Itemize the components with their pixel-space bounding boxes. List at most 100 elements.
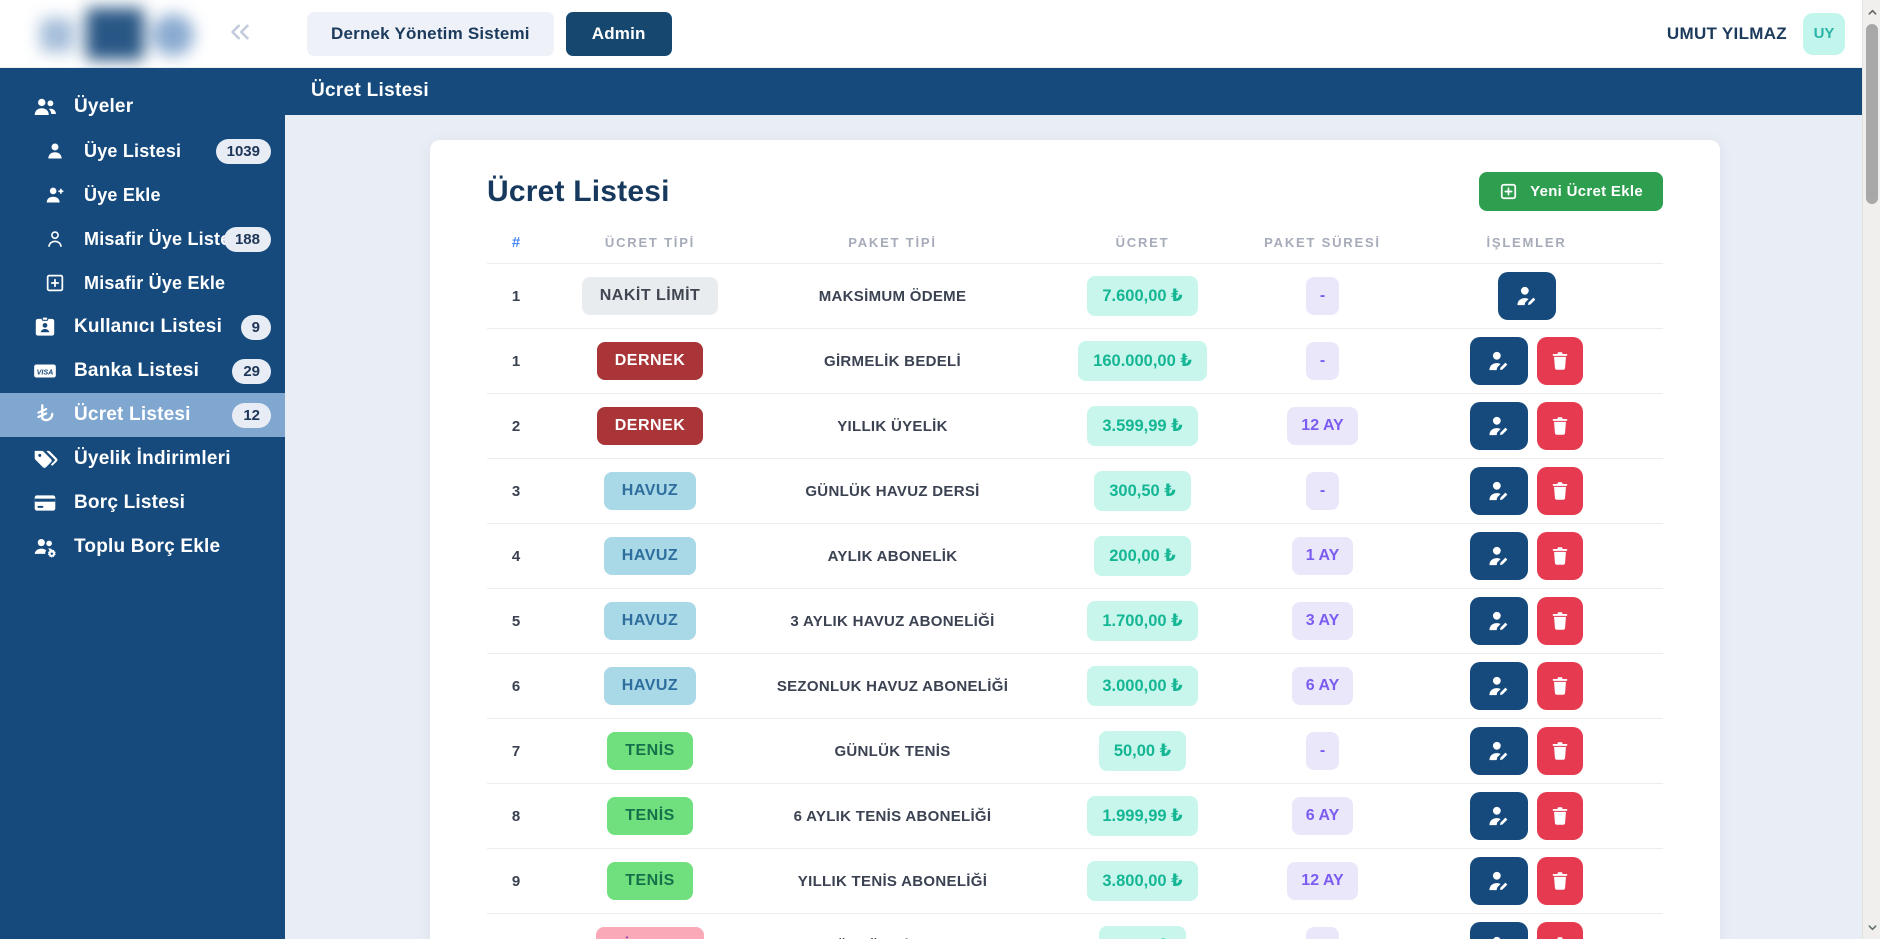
fee-type-badge: DERNEK xyxy=(596,407,704,445)
fee-list-card: Ücret Listesi Yeni Ücret Ekle # ÜCRET Tİ… xyxy=(430,140,1720,939)
row-number: 8 xyxy=(511,807,521,825)
trash-icon xyxy=(1549,740,1571,762)
add-fee-button-label: Yeni Ücret Ekle xyxy=(1530,183,1643,200)
edit-button[interactable] xyxy=(1470,597,1528,645)
table-row: 9 TENİS YILLIK TENİS ABONELİĞİ 3.800,00 … xyxy=(487,848,1663,913)
count-badge: 188 xyxy=(223,226,271,252)
trash-icon xyxy=(1549,545,1571,567)
edit-button[interactable] xyxy=(1470,922,1528,939)
delete-button[interactable] xyxy=(1537,727,1583,775)
table-row: 1 NAKİT LİMİT MAKSİMUM ÖDEME 7.600,00 ₺ … xyxy=(487,263,1663,328)
sidebar-item-ucret-listesi[interactable]: Ücret Listesi 12 xyxy=(0,393,285,437)
sidebar-item-toplu-borc-ekle[interactable]: Toplu Borç Ekle xyxy=(0,525,285,569)
app-title-button[interactable]: Dernek Yönetim Sistemi xyxy=(307,11,554,56)
sidebar-item-uyelik-indirimleri[interactable]: Üyelik İndirimleri xyxy=(0,437,285,481)
vertical-scrollbar[interactable] xyxy=(1862,0,1880,939)
sidebar-item-misafir-uye-listesi[interactable]: Misafir Üye Listesi 188 xyxy=(0,217,285,261)
table-body: 1 NAKİT LİMİT MAKSİMUM ÖDEME 7.600,00 ₺ … xyxy=(487,263,1663,939)
user-pen-icon xyxy=(1486,738,1512,764)
row-number: 3 xyxy=(511,482,521,500)
sidebar-item-label: Misafir Üye Ekle xyxy=(84,272,226,293)
count-badge: 1039 xyxy=(215,138,271,164)
users-icon xyxy=(32,94,58,120)
trash-icon xyxy=(1549,870,1571,892)
package-type: AYLIK ABONELİK xyxy=(827,547,958,565)
avatar[interactable]: UY xyxy=(1803,12,1845,55)
row-number: 1 xyxy=(511,287,521,305)
delete-button[interactable] xyxy=(1537,857,1583,905)
delete-button[interactable] xyxy=(1537,467,1583,515)
delete-button[interactable] xyxy=(1537,922,1583,939)
price-badge: 1.700,00 ₺ xyxy=(1087,601,1198,641)
scrollbar-up-icon[interactable] xyxy=(1863,4,1880,20)
trash-icon xyxy=(1549,675,1571,697)
edit-button[interactable] xyxy=(1470,792,1528,840)
duration-badge: - xyxy=(1305,342,1340,380)
sidebar-item-label: Üye Listesi xyxy=(84,140,182,161)
row-number: 2 xyxy=(511,417,521,435)
edit-button[interactable] xyxy=(1470,532,1528,580)
price-badge: 160.000,00 ₺ xyxy=(1078,341,1207,381)
package-type: GİRMELİK BEDELİ xyxy=(823,352,961,370)
row-number: 5 xyxy=(511,612,521,630)
breadcrumb-bar: Ücret Listesi xyxy=(285,67,1862,115)
trash-icon xyxy=(1549,480,1571,502)
sidebar-item-uyeler[interactable]: Üyeler xyxy=(0,85,285,129)
plus-square-icon xyxy=(44,272,66,294)
users-gear-icon xyxy=(32,534,58,560)
user-name: UMUT YILMAZ xyxy=(1666,23,1787,43)
scrollbar-down-icon[interactable] xyxy=(1863,919,1880,935)
sidebar-item-uye-ekle[interactable]: Üye Ekle xyxy=(0,173,285,217)
count-badge: 9 xyxy=(240,314,271,340)
edit-button[interactable] xyxy=(1470,662,1528,710)
sidebar-item-label: Misafir Üye Listesi xyxy=(84,228,246,249)
fee-type-badge: HAVUZ xyxy=(603,667,697,705)
fee-type-badge: HAVUZ xyxy=(603,602,697,640)
package-type: YILLIK ÜYELİK xyxy=(837,417,948,435)
delete-button[interactable] xyxy=(1537,792,1583,840)
credit-card-icon xyxy=(32,490,58,516)
edit-button[interactable] xyxy=(1470,727,1528,775)
delete-button[interactable] xyxy=(1537,662,1583,710)
edit-button[interactable] xyxy=(1470,337,1528,385)
price-badge: 7.600,00 ₺ xyxy=(1087,276,1198,316)
scrollbar-thumb[interactable] xyxy=(1866,24,1878,204)
user-pen-icon xyxy=(1486,543,1512,569)
duration-badge: - xyxy=(1305,277,1340,315)
user-pen-icon xyxy=(1486,868,1512,894)
add-fee-button[interactable]: Yeni Ücret Ekle xyxy=(1479,172,1663,211)
delete-button[interactable] xyxy=(1537,402,1583,450)
edit-button[interactable] xyxy=(1470,467,1528,515)
trash-icon xyxy=(1549,415,1571,437)
user-pen-icon xyxy=(1486,803,1512,829)
sidebar-collapse-button[interactable] xyxy=(223,17,257,51)
sidebar-item-uye-listesi[interactable]: Üye Listesi 1039 xyxy=(0,129,285,173)
delete-button[interactable] xyxy=(1537,597,1583,645)
sidebar-item-label: Kullanıcı Listesi xyxy=(74,316,223,337)
package-type: SEZONLUK HAVUZ ABONELİĞİ xyxy=(776,677,1009,695)
col-header-price: ÜCRET xyxy=(1115,234,1170,250)
edit-button[interactable] xyxy=(1497,272,1556,320)
trash-icon xyxy=(1549,805,1571,827)
delete-button[interactable] xyxy=(1537,337,1583,385)
sidebar-item-label: Borç Listesi xyxy=(74,492,186,513)
sidebar-item-banka-listesi[interactable]: VISA Banka Listesi 29 xyxy=(0,349,285,393)
sidebar-item-misafir-uye-ekle[interactable]: Misafir Üye Ekle xyxy=(0,261,285,305)
package-type: GÜNLÜK TENİS xyxy=(834,742,951,760)
sidebar-item-kullanici-listesi[interactable]: Kullanıcı Listesi 9 xyxy=(0,305,285,349)
edit-button[interactable] xyxy=(1470,857,1528,905)
duration-badge: 12 AY xyxy=(1287,407,1358,445)
delete-button[interactable] xyxy=(1537,532,1583,580)
fee-type-badge: TENİS xyxy=(607,732,693,770)
id-card-icon xyxy=(32,314,58,340)
edit-button[interactable] xyxy=(1470,402,1528,450)
sidebar-item-borc-listesi[interactable]: Borç Listesi xyxy=(0,481,285,525)
sidebar-item-label: Toplu Borç Ekle xyxy=(74,536,221,557)
fee-type-badge: TENİS xyxy=(607,797,693,835)
fee-type-badge: HAVUZ xyxy=(603,537,697,575)
admin-role-button[interactable]: Admin xyxy=(565,11,672,56)
lira-icon xyxy=(32,402,58,428)
package-type: GÜNLÜK HAVUZ DERSİ xyxy=(805,482,980,500)
col-header-fee-type: ÜCRET TİPİ xyxy=(604,234,696,250)
count-badge: 12 xyxy=(232,402,271,428)
